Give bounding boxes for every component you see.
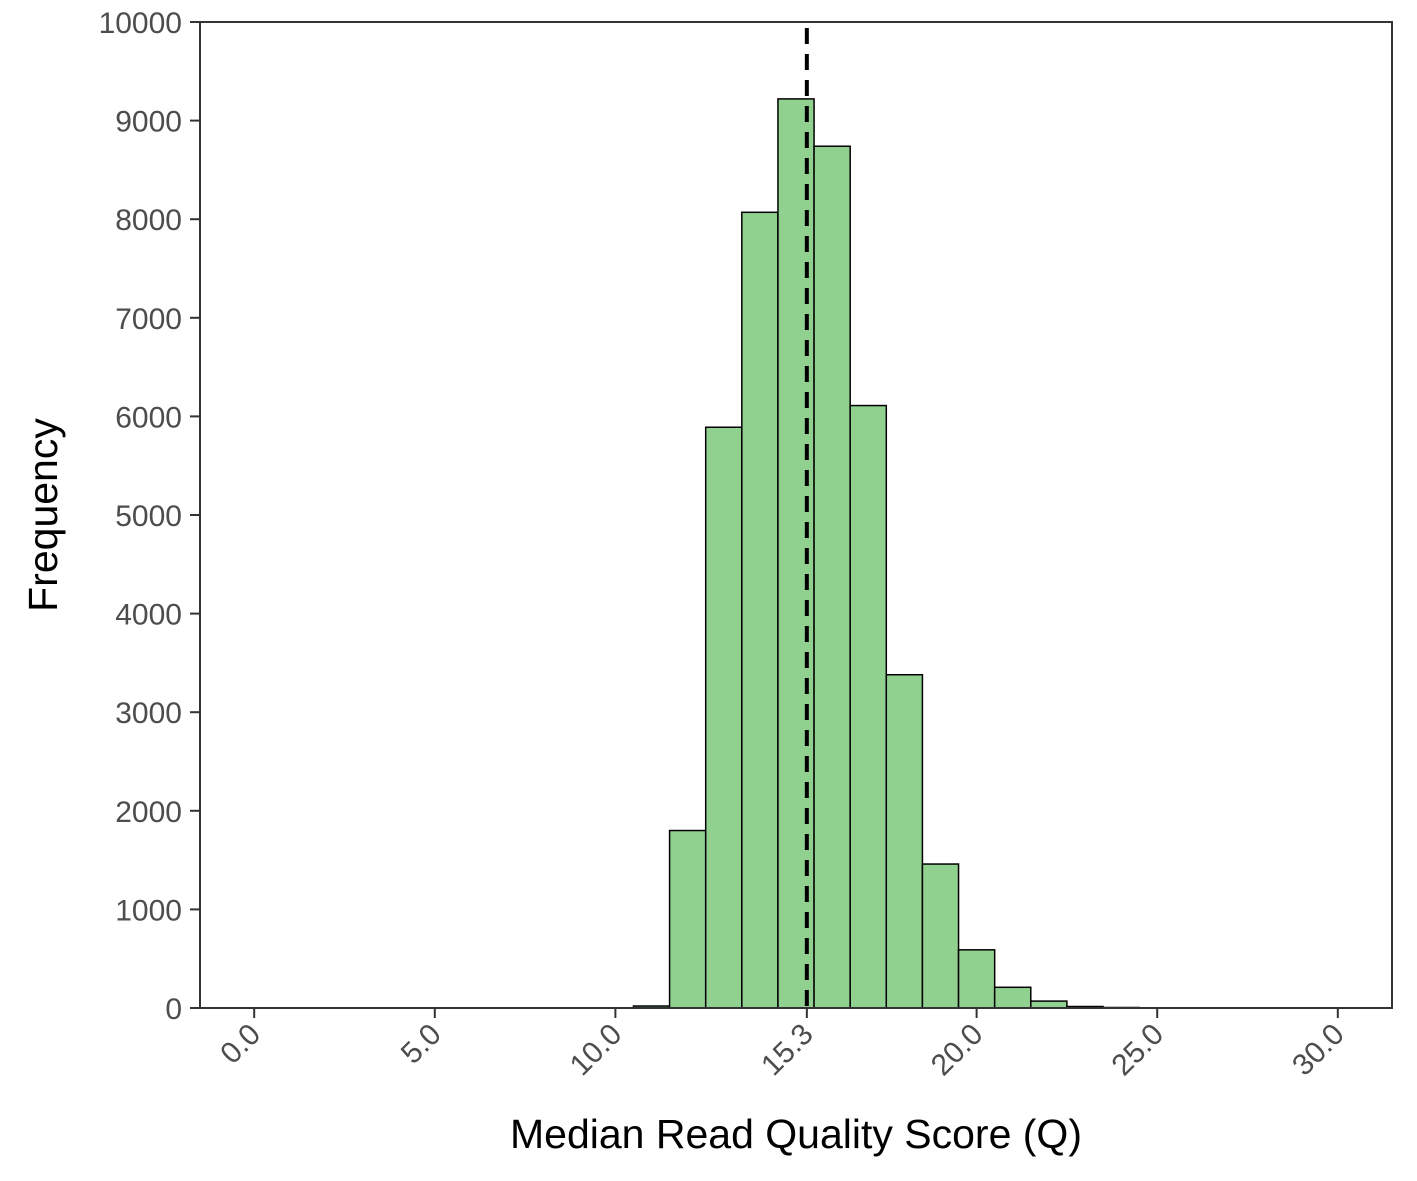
histogram-bar xyxy=(849,404,888,1009)
histogram-bar xyxy=(957,949,996,1009)
y-tick-label: 1000 xyxy=(115,894,182,927)
histogram-bar xyxy=(993,986,1032,1009)
histogram-bar xyxy=(813,145,851,1009)
x-tick-label: 15.3 xyxy=(755,1018,820,1083)
y-tick-label: 5000 xyxy=(115,500,182,533)
x-tick-label: 5.0 xyxy=(395,1018,448,1071)
x-tick-label: 0.0 xyxy=(214,1018,267,1071)
x-axis: 0.0 5.0 10.0 15.3 20.0 25.0 30.0 xyxy=(214,1008,1351,1083)
histogram-bar xyxy=(668,829,707,1009)
y-tick-label: 6000 xyxy=(115,401,182,434)
x-tick-label: 20.0 xyxy=(925,1018,990,1083)
y-tick-label: 9000 xyxy=(115,106,182,139)
histogram-bar xyxy=(741,211,779,1009)
y-tick-label: 7000 xyxy=(115,303,182,336)
histogram-bar xyxy=(885,673,924,1009)
y-tick-label: 4000 xyxy=(115,599,182,632)
x-tick-label: 25.0 xyxy=(1106,1018,1171,1083)
histogram-bar xyxy=(1030,1000,1068,1009)
y-tick-label: 0 xyxy=(165,993,182,1026)
histogram-bar xyxy=(921,863,960,1009)
x-axis-title: Median Read Quality Score (Q) xyxy=(510,1111,1082,1157)
x-tick-label: 10.0 xyxy=(564,1018,629,1083)
x-tick-label: 30.0 xyxy=(1286,1018,1351,1083)
histogram-bar xyxy=(704,426,743,1009)
histogram-bars xyxy=(632,98,1177,1009)
y-tick-label: 8000 xyxy=(115,204,182,237)
y-tick-label: 3000 xyxy=(115,697,182,730)
y-tick-label: 2000 xyxy=(115,796,182,829)
y-axis-title: Frequency xyxy=(20,418,66,612)
y-tick-label: 10000 xyxy=(99,7,182,40)
y-axis: 0 1000 2000 3000 4000 5000 6000 7000 8000 9000 100… xyxy=(99,7,200,1026)
